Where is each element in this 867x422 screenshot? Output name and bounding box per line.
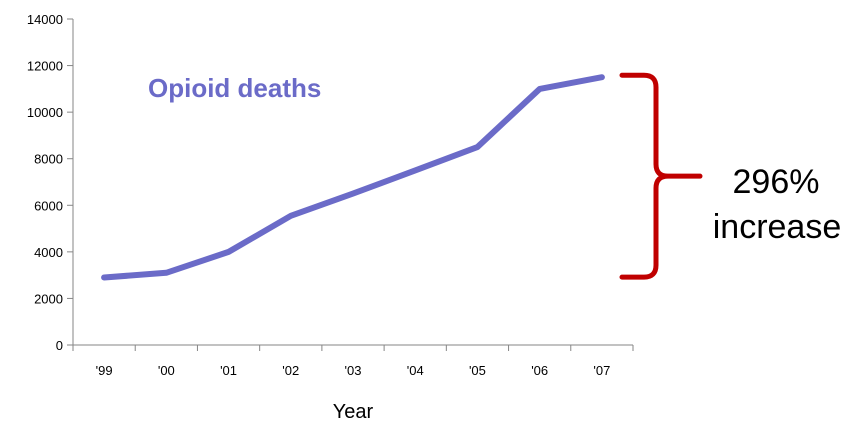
annotation-increase: increase xyxy=(713,208,842,246)
annotation-percent: 296% xyxy=(733,163,820,201)
y-tick-label: 12000 xyxy=(27,59,63,74)
x-axis: '99 '00 '01 '02 '03 '04 '05 '06 '07 xyxy=(72,344,634,378)
x-tick-label: '99 xyxy=(96,363,113,378)
increase-brace xyxy=(619,72,703,280)
x-tick-label: '05 xyxy=(469,363,486,378)
y-axis: 0 2000 4000 6000 8000 10000 12000 14000 xyxy=(27,12,74,353)
x-tick-label: '01 xyxy=(220,363,237,378)
x-tick-label: '07 xyxy=(593,363,610,378)
x-tick-label: '00 xyxy=(158,363,175,378)
x-tick-label: '02 xyxy=(282,363,299,378)
x-tick-label: '04 xyxy=(407,363,424,378)
series-label: Opioid deaths xyxy=(148,73,321,103)
x-tick-label: '03 xyxy=(345,363,362,378)
y-tick-label: 8000 xyxy=(34,152,63,167)
y-tick-label: 4000 xyxy=(34,245,63,260)
series-line-opioid-deaths xyxy=(101,74,605,281)
series-group xyxy=(101,74,605,281)
y-tick-label: 6000 xyxy=(34,198,63,213)
y-tick-label: 10000 xyxy=(27,105,63,120)
y-tick-label: 14000 xyxy=(27,12,63,27)
y-tick-label: 2000 xyxy=(34,291,63,306)
y-tick-label: 0 xyxy=(56,338,63,353)
x-axis-title: Year xyxy=(333,401,374,422)
x-tick-label: '06 xyxy=(531,363,548,378)
